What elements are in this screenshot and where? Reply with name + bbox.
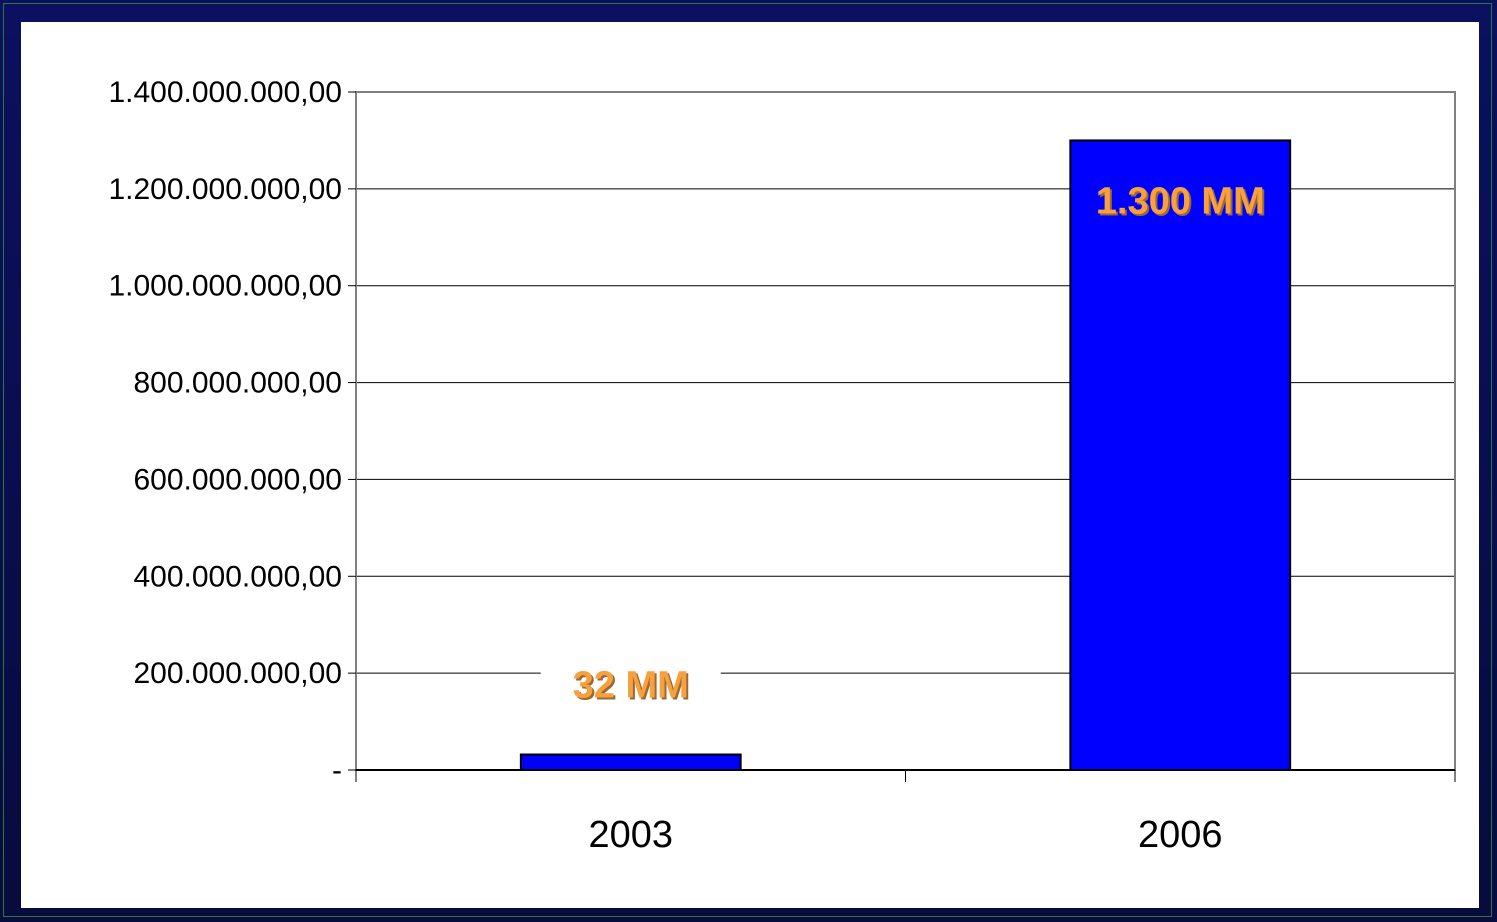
x-tick-labels: 2003 2006 — [588, 814, 1222, 856]
x-category-label: 2003 — [588, 814, 673, 856]
chart-panel: - 200.000.000,00 400.000.000,00 600.000.000… — [21, 22, 1479, 908]
bar-2006 — [1069, 139, 1292, 771]
x-category-label: 2006 — [1138, 814, 1223, 856]
y-tick-label: 400.000.000,00 — [133, 560, 342, 593]
y-tick-label: 600.000.000,00 — [133, 463, 342, 496]
bars — [519, 139, 1292, 772]
y-tick-label: 1.200.000.000,00 — [108, 173, 342, 206]
data-label-2006: 1.300 MM — [1096, 180, 1265, 222]
slide-frame-border — [3, 3, 1492, 917]
bar-chart: - 200.000.000,00 400.000.000,00 600.000.000… — [108, 76, 1456, 856]
y-tick-label: 1.400.000.000,00 — [108, 76, 342, 109]
axes — [348, 91, 1456, 782]
y-tick-label: 200.000.000,00 — [133, 657, 342, 690]
y-tick-label: - — [332, 754, 342, 787]
data-label-shadow: 32 MM — [575, 667, 691, 709]
y-tick-label: 800.000.000,00 — [133, 367, 342, 400]
data-label-2003: 32 MM — [573, 665, 689, 707]
y-tick-labels: - 200.000.000,00 400.000.000,00 600.000.000… — [108, 76, 342, 787]
data-label-shadow: 1.300 MM — [1098, 182, 1267, 224]
bar-2003 — [519, 753, 742, 772]
y-tick-label: 1.000.000.000,00 — [108, 270, 342, 303]
data-label-background — [540, 661, 721, 708]
